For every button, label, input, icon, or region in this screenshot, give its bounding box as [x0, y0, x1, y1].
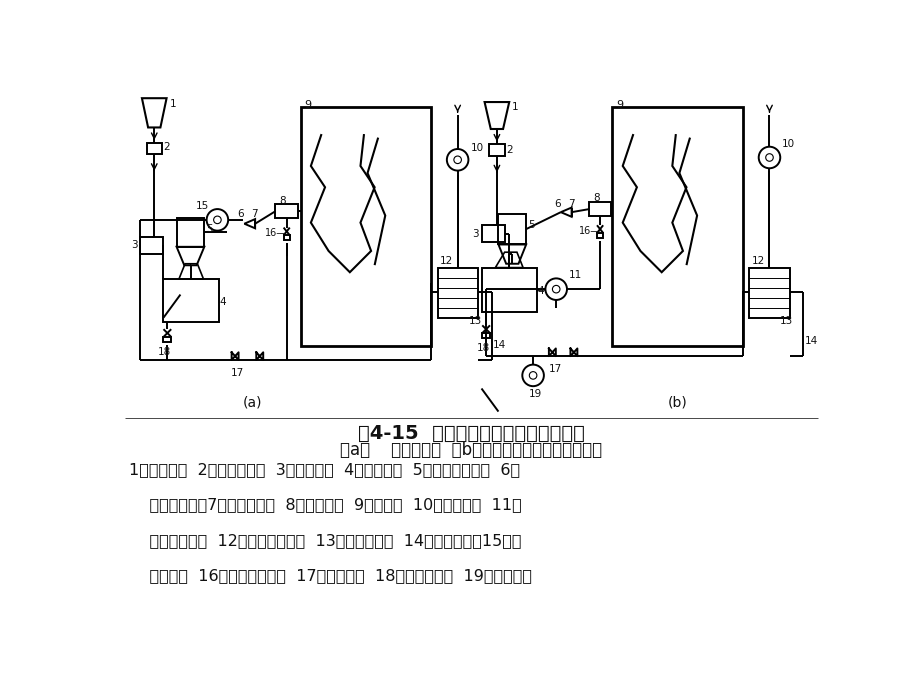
Text: 16—: 16— [265, 228, 287, 238]
Text: 图4-15  中速磨煤机的直吹式制粉系统: 图4-15 中速磨煤机的直吹式制粉系统 [357, 424, 584, 443]
Text: 17: 17 [231, 368, 244, 378]
Text: 15: 15 [196, 201, 209, 211]
Bar [489, 144, 504, 156]
Text: 3: 3 [471, 228, 479, 239]
Text: 19: 19 [528, 389, 542, 399]
Bar [301, 108, 431, 346]
Bar [589, 202, 610, 216]
Bar [141, 237, 164, 254]
Text: 一次风风箱；7－煤粉管道；  8－燃烧器；  9－锅炉；  10－送风机；  11－: 一次风风箱；7－煤粉管道； 8－燃烧器； 9－锅炉； 10－送风机； 11－ [129, 497, 521, 512]
Text: 7: 7 [567, 199, 573, 208]
Bar [596, 233, 603, 237]
Text: 9: 9 [304, 100, 312, 110]
Bar [482, 333, 490, 337]
Text: 14: 14 [804, 336, 817, 346]
Text: （a）    负压系统；  （b）正压系统（带热一次风机）: （a） 负压系统； （b）正压系统（带热一次风机） [340, 441, 602, 459]
Text: 11: 11 [568, 270, 581, 280]
Circle shape [213, 216, 221, 224]
Bar [749, 268, 789, 317]
Bar [498, 214, 526, 244]
Text: 6: 6 [237, 208, 244, 219]
Circle shape [765, 154, 773, 161]
Bar [283, 235, 289, 240]
Circle shape [522, 364, 543, 386]
Text: 16—: 16— [578, 226, 600, 236]
Bar [437, 268, 477, 317]
Circle shape [207, 209, 228, 230]
Bar [164, 337, 171, 342]
Text: 14: 14 [493, 339, 505, 350]
Text: 8: 8 [593, 193, 599, 204]
Circle shape [551, 286, 560, 293]
Text: 12: 12 [751, 257, 765, 266]
Text: 12: 12 [439, 257, 453, 266]
Bar [275, 204, 298, 218]
Text: 9: 9 [616, 100, 623, 110]
Text: 4: 4 [537, 286, 544, 296]
Text: 13: 13 [468, 317, 482, 326]
Bar [164, 279, 219, 322]
Text: 10: 10 [781, 139, 794, 148]
Text: 3: 3 [131, 240, 138, 250]
Bar [481, 268, 537, 313]
Text: 13: 13 [779, 317, 793, 326]
Text: 热一次风机；  12－空气预热器；  13－热风管道；  14－冷风管道；15－排: 热一次风机； 12－空气预热器； 13－热风管道； 14－冷风管道；15－排 [129, 533, 521, 548]
Text: (a): (a) [242, 395, 262, 409]
Text: 4: 4 [220, 297, 226, 307]
Circle shape [545, 278, 566, 300]
Text: 5: 5 [528, 220, 534, 230]
Circle shape [447, 149, 468, 170]
Text: 18: 18 [476, 343, 490, 353]
Text: 7: 7 [251, 208, 257, 219]
Text: 17: 17 [549, 364, 562, 374]
Text: 6: 6 [553, 199, 560, 208]
Circle shape [528, 372, 537, 380]
Text: 2: 2 [505, 145, 512, 155]
Text: 8: 8 [278, 195, 285, 206]
Text: 粉风机；  16－二次风风箱；  17－冷风门；  18－密封风门；  19－密封风机: 粉风机； 16－二次风风箱； 17－冷风门； 18－密封风门； 19－密封风机 [129, 568, 531, 583]
Bar [146, 143, 162, 155]
Bar [612, 108, 743, 346]
Text: 2: 2 [164, 142, 170, 152]
Text: 1: 1 [512, 102, 518, 112]
Text: 1: 1 [169, 99, 176, 109]
Bar [176, 217, 204, 247]
Text: 18: 18 [158, 346, 171, 357]
Bar [481, 225, 504, 242]
Text: 1－原煤仓；  2－自动磅秤；  3－给煤机；  4－磨煤机；  5－煤粉分离器；  6－: 1－原煤仓； 2－自动磅秤； 3－给煤机； 4－磨煤机； 5－煤粉分离器； 6－ [129, 462, 519, 477]
Text: (b): (b) [667, 395, 687, 409]
Circle shape [758, 147, 779, 168]
Circle shape [453, 156, 461, 164]
Text: 5: 5 [206, 224, 212, 234]
Text: 10: 10 [471, 144, 483, 153]
